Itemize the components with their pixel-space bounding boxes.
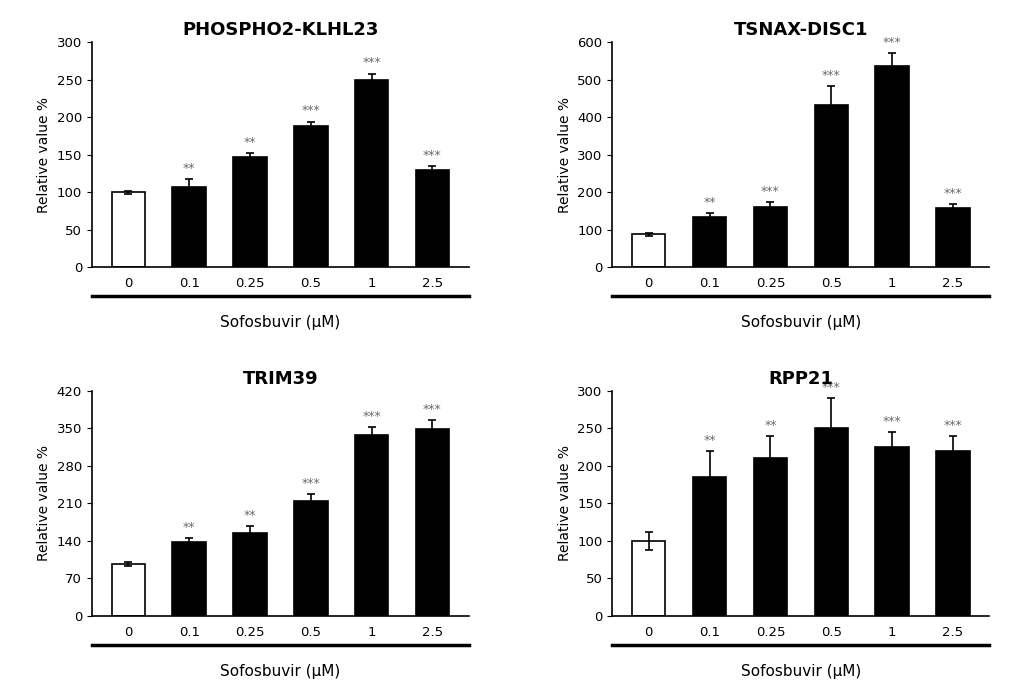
Text: ***: *** [760, 185, 779, 198]
Bar [233, 157, 266, 267]
Text: ***: *** [821, 69, 840, 82]
X-axis label: Sofosbuvir (μM): Sofosbuvir (μM) [220, 315, 340, 330]
Text: **: ** [244, 510, 256, 522]
Bar [753, 458, 787, 616]
X-axis label: Sofosbuvir (μM): Sofosbuvir (μM) [220, 664, 340, 679]
Bar [172, 542, 206, 616]
Bar [632, 541, 664, 616]
Bar [874, 66, 908, 267]
Bar [935, 208, 969, 267]
Bar [293, 126, 327, 267]
Text: ***: *** [362, 57, 381, 69]
X-axis label: Sofosbuvir (μM): Sofosbuvir (μM) [740, 315, 860, 330]
Bar [935, 451, 969, 616]
X-axis label: Sofosbuvir (μM): Sofosbuvir (μM) [740, 664, 860, 679]
Text: **: ** [244, 136, 256, 149]
Text: **: ** [763, 419, 775, 432]
Bar [874, 447, 908, 616]
Text: ***: *** [302, 104, 320, 118]
Text: ***: *** [423, 149, 441, 162]
Bar [632, 234, 664, 267]
Y-axis label: Relative value %: Relative value % [557, 445, 571, 561]
Text: ***: *** [821, 382, 840, 394]
Title: RPP21: RPP21 [767, 370, 833, 388]
Text: **: ** [182, 162, 196, 175]
Title: TRIM39: TRIM39 [243, 370, 318, 388]
Bar [172, 187, 206, 267]
Bar [814, 105, 847, 267]
Text: **: ** [703, 197, 715, 209]
Y-axis label: Relative value %: Relative value % [37, 97, 51, 213]
Bar [233, 533, 266, 616]
Text: **: ** [182, 521, 196, 533]
Bar [416, 430, 448, 616]
Text: ***: *** [943, 187, 961, 200]
Bar [111, 564, 145, 616]
Bar [814, 428, 847, 616]
Bar [355, 80, 388, 267]
Y-axis label: Relative value %: Relative value % [557, 97, 572, 213]
Text: ***: *** [423, 402, 441, 416]
Bar [692, 217, 726, 267]
Text: ***: *** [881, 415, 901, 428]
Bar [111, 192, 145, 267]
Bar [692, 477, 726, 616]
Title: TSNAX-DISC1: TSNAX-DISC1 [733, 21, 867, 39]
Bar [753, 206, 787, 267]
Text: ***: *** [881, 36, 901, 49]
Text: **: ** [703, 434, 715, 447]
Title: PHOSPHO2-KLHL23: PHOSPHO2-KLHL23 [182, 21, 378, 39]
Text: ***: *** [943, 419, 961, 432]
Bar [416, 169, 448, 267]
Text: ***: *** [302, 477, 320, 490]
Text: ***: *** [362, 410, 381, 423]
Bar [355, 435, 388, 616]
Y-axis label: Relative value %: Relative value % [37, 445, 51, 561]
Bar [293, 500, 327, 616]
